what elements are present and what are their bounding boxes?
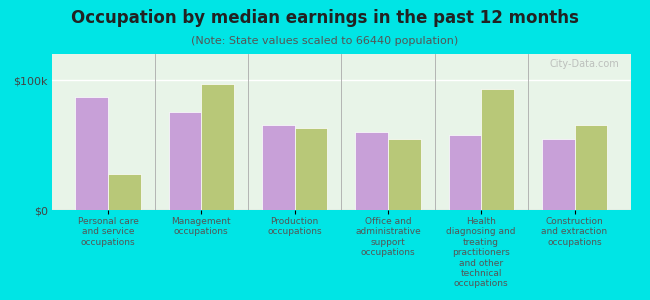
Bar (481, 89, 514, 210)
Text: (Note: State values scaled to 66440 population): (Note: State values scaled to 66440 popu… (191, 36, 459, 46)
Bar (448, 135, 481, 210)
Bar (575, 125, 607, 210)
Bar (108, 174, 140, 210)
Bar (75, 97, 108, 210)
Bar (356, 132, 388, 210)
Bar (202, 84, 234, 210)
Bar (168, 112, 202, 210)
Text: City-Data.com: City-Data.com (549, 59, 619, 69)
Bar (542, 139, 575, 210)
Bar (388, 139, 421, 210)
Text: Occupation by median earnings in the past 12 months: Occupation by median earnings in the pas… (71, 9, 579, 27)
Bar (262, 125, 294, 210)
Bar (294, 128, 327, 210)
